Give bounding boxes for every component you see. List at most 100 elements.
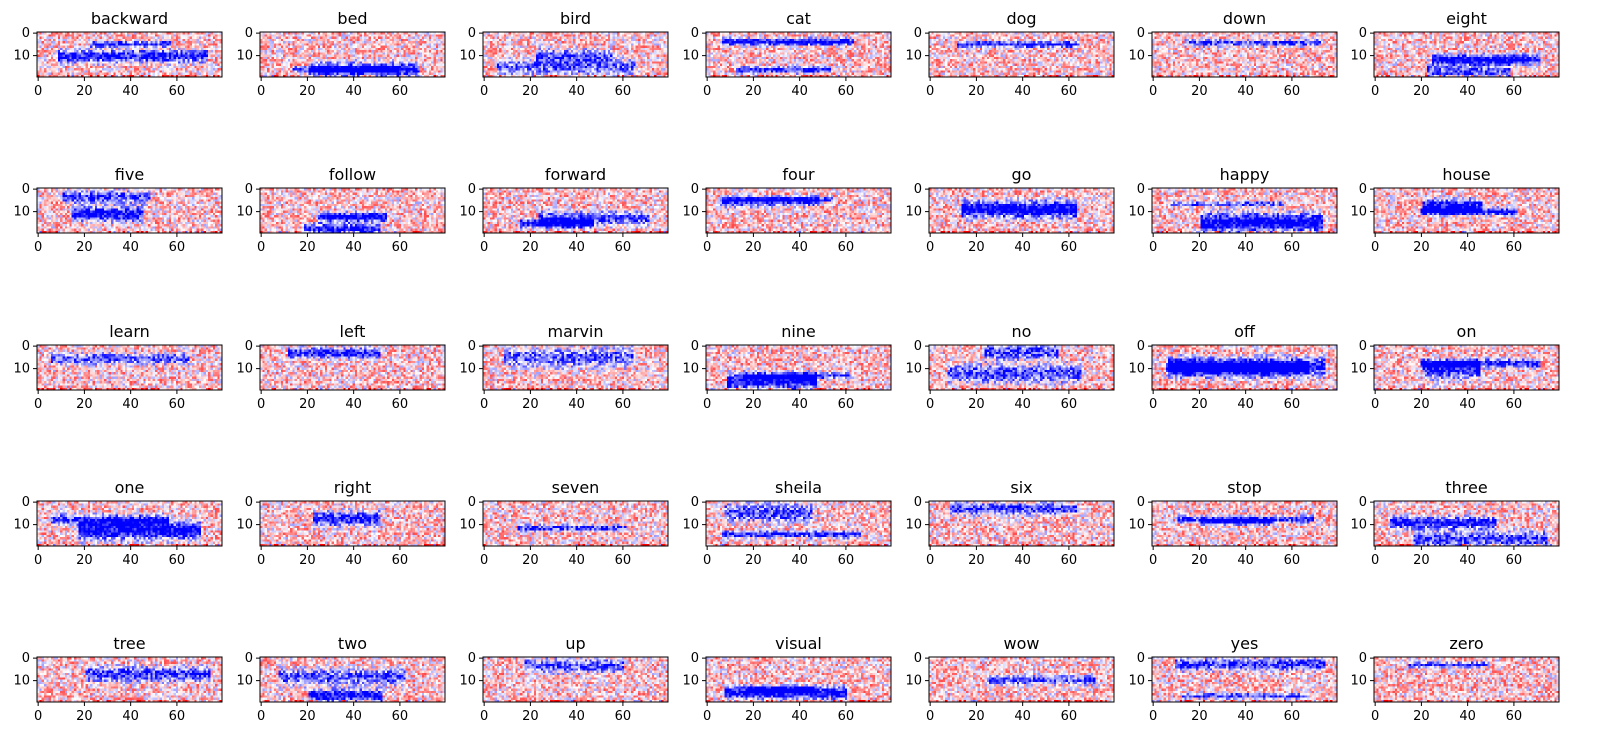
x-tick-label: 0 bbox=[926, 84, 934, 99]
y-tick-label: 0 bbox=[22, 182, 30, 197]
x-tick-label: 60 bbox=[1061, 709, 1078, 724]
heatmap-image bbox=[929, 657, 1114, 702]
panel-frame bbox=[705, 656, 892, 703]
panel-cat: cat 0 20 40 60 0 10 bbox=[682, 9, 892, 99]
panel-house: house 0 20 40 60 0 10 bbox=[1350, 165, 1560, 255]
panel-four: four 0 20 40 60 0 10 bbox=[682, 165, 892, 255]
x-tick-label: 0 bbox=[1371, 709, 1379, 724]
x-tick-label: 20 bbox=[968, 240, 985, 255]
y-tick-label: 10 bbox=[682, 205, 699, 220]
panel-down: down 0 20 40 60 0 10 bbox=[1128, 9, 1338, 99]
heatmap-image bbox=[37, 657, 222, 702]
y-tick-label: 10 bbox=[236, 518, 253, 533]
x-tick-label: 20 bbox=[76, 84, 93, 99]
y-tick-label: 0 bbox=[22, 26, 30, 41]
panel-title: bird bbox=[560, 9, 591, 28]
panel-title: tree bbox=[113, 634, 145, 653]
x-tick-label: 40 bbox=[345, 397, 362, 412]
x-tick-label: 0 bbox=[257, 240, 265, 255]
heatmap-image bbox=[37, 32, 222, 77]
x-tick-label: 20 bbox=[1413, 709, 1430, 724]
panel-title: on bbox=[1457, 322, 1477, 341]
panel-off: off 0 20 40 60 0 10 bbox=[1128, 322, 1338, 412]
x-tick-label: 60 bbox=[1061, 397, 1078, 412]
panel-left: left 0 20 40 60 0 10 bbox=[236, 322, 446, 412]
panel-up: up 0 20 40 60 0 10 bbox=[459, 634, 669, 724]
x-tick-label: 20 bbox=[299, 553, 316, 568]
x-tick-label: 0 bbox=[1371, 240, 1379, 255]
x-tick-label: 0 bbox=[257, 553, 265, 568]
panel-frame bbox=[1151, 344, 1338, 391]
panel-title: wow bbox=[1004, 634, 1040, 653]
panel-dog: dog 0 20 40 60 0 10 bbox=[905, 9, 1115, 99]
panel-frame bbox=[259, 656, 446, 703]
panel-frame bbox=[482, 656, 669, 703]
panel-frame bbox=[705, 187, 892, 234]
x-tick-label: 60 bbox=[838, 84, 855, 99]
x-tick-label: 40 bbox=[568, 397, 585, 412]
panel-frame bbox=[482, 500, 669, 547]
y-tick-label: 10 bbox=[682, 49, 699, 64]
heatmap-image bbox=[37, 345, 222, 390]
panel-title: follow bbox=[329, 165, 376, 184]
panel-frame bbox=[482, 187, 669, 234]
panel-frame bbox=[1151, 500, 1338, 547]
y-tick-label: 0 bbox=[245, 495, 253, 510]
panel-title: five bbox=[115, 165, 144, 184]
x-tick-label: 60 bbox=[1284, 397, 1301, 412]
x-tick-label: 0 bbox=[703, 397, 711, 412]
y-tick-label: 10 bbox=[1350, 362, 1367, 377]
x-tick-label: 40 bbox=[345, 84, 362, 99]
panel-frame bbox=[259, 31, 446, 78]
y-tick-label: 10 bbox=[905, 362, 922, 377]
x-tick-label: 0 bbox=[703, 709, 711, 724]
panel-frame bbox=[36, 344, 223, 391]
heatmap-image bbox=[483, 32, 668, 77]
y-tick-label: 10 bbox=[1128, 205, 1145, 220]
x-tick-label: 60 bbox=[1061, 240, 1078, 255]
x-tick-label: 0 bbox=[1149, 709, 1157, 724]
heatmap-image bbox=[483, 188, 668, 233]
y-tick-label: 0 bbox=[468, 651, 476, 666]
panel-frame bbox=[482, 31, 669, 78]
panel-frame bbox=[36, 187, 223, 234]
y-tick-label: 0 bbox=[468, 339, 476, 354]
heatmap-image bbox=[706, 501, 891, 546]
x-tick-label: 60 bbox=[1284, 240, 1301, 255]
y-tick-label: 0 bbox=[468, 26, 476, 41]
x-tick-label: 60 bbox=[169, 709, 186, 724]
y-tick-label: 0 bbox=[914, 495, 922, 510]
y-tick-label: 0 bbox=[1137, 339, 1145, 354]
panel-title: house bbox=[1442, 165, 1490, 184]
x-tick-label: 40 bbox=[1459, 709, 1476, 724]
x-tick-label: 40 bbox=[1237, 240, 1254, 255]
panel-five: five 0 20 40 60 0 10 bbox=[13, 165, 223, 255]
y-tick-label: 10 bbox=[1350, 518, 1367, 533]
x-tick-label: 0 bbox=[703, 240, 711, 255]
panel-frame bbox=[705, 344, 892, 391]
x-tick-label: 20 bbox=[1191, 84, 1208, 99]
x-tick-label: 60 bbox=[392, 397, 409, 412]
panel-title: off bbox=[1234, 322, 1256, 341]
x-tick-label: 0 bbox=[1149, 84, 1157, 99]
panel-title: four bbox=[782, 165, 815, 184]
heatmap-image bbox=[1152, 32, 1337, 77]
heatmap-image bbox=[1152, 657, 1337, 702]
panel-six: six 0 20 40 60 0 10 bbox=[905, 478, 1115, 568]
x-tick-label: 20 bbox=[1191, 709, 1208, 724]
x-tick-label: 60 bbox=[1284, 709, 1301, 724]
x-tick-label: 0 bbox=[480, 240, 488, 255]
y-tick-label: 0 bbox=[245, 182, 253, 197]
x-tick-label: 60 bbox=[1284, 84, 1301, 99]
panel-title: go bbox=[1012, 165, 1032, 184]
y-tick-label: 10 bbox=[1350, 674, 1367, 689]
panel-go: go 0 20 40 60 0 10 bbox=[905, 165, 1115, 255]
panel-title: bed bbox=[337, 9, 367, 28]
panel-frame bbox=[928, 656, 1115, 703]
x-tick-label: 60 bbox=[392, 240, 409, 255]
heatmap-image bbox=[929, 188, 1114, 233]
x-tick-label: 40 bbox=[568, 84, 585, 99]
x-tick-label: 0 bbox=[926, 397, 934, 412]
y-tick-label: 10 bbox=[459, 674, 476, 689]
x-tick-label: 60 bbox=[169, 240, 186, 255]
